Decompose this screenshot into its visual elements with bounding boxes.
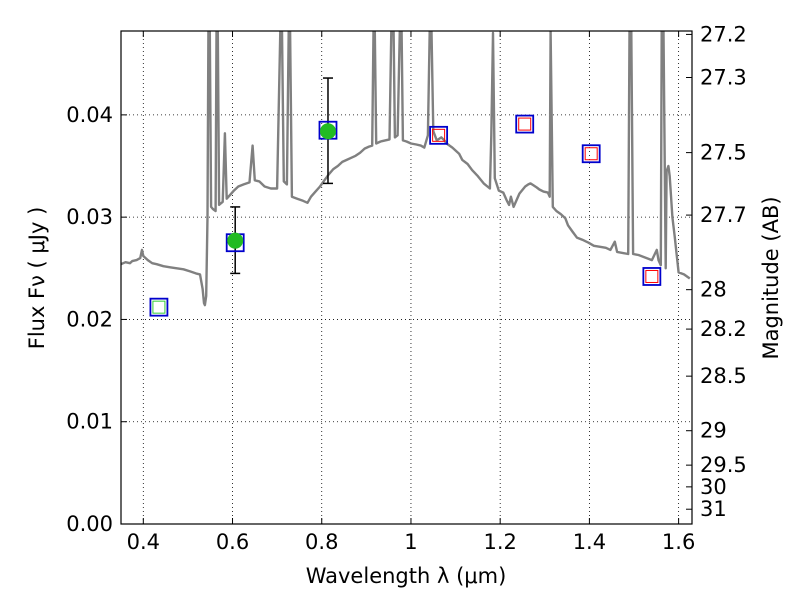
magnitude-tick-label: 29: [700, 419, 727, 443]
model-sed-line: [121, 31, 691, 307]
y-tick-label: 0.03: [66, 205, 113, 229]
magnitude-tick-label: 27.5: [700, 141, 747, 165]
magnitude-tick-label: 27.2: [700, 22, 747, 46]
model-photometry-square: [642, 267, 662, 286]
x-tick-label: 1.6: [662, 530, 695, 554]
detection-point: [227, 232, 244, 249]
magnitude-tick-label: 29.5: [700, 453, 747, 477]
upper-limit-marker: [518, 117, 532, 131]
x-axis-title: Wavelength λ (μm): [306, 564, 507, 588]
upper-limit-marker: [432, 128, 446, 142]
x-tick-label: 0.6: [216, 530, 249, 554]
plot-frame: [120, 30, 693, 525]
magnitude-tick-label: 30: [700, 475, 727, 499]
upper-limit-marker-green: [152, 300, 166, 314]
y-axis-title: Flux Fν ( μJy ): [25, 207, 49, 350]
y-tick-label: 0.04: [66, 103, 113, 127]
magnitude-tick-label: 27.7: [700, 203, 747, 227]
magnitude-tick-label: 27.3: [700, 65, 747, 89]
axis-ticks: 0.4 0.6 0.8 1 1.2 1.4 1.6 0.00 0.01 0.02 0.03 0.04 2…: [66, 22, 747, 554]
series-layer: [121, 31, 691, 317]
model-photometry-square: [429, 125, 449, 145]
x-tick-label: 0.8: [305, 530, 338, 554]
model-photometry-square: [581, 144, 601, 164]
x-tick-label: 1: [404, 530, 417, 554]
magnitude-tick-label: 28: [700, 278, 727, 302]
model-photometry-square: [515, 114, 535, 134]
y-tick-label: 0.00: [66, 512, 113, 536]
x-tick-label: 0.4: [127, 530, 160, 554]
upper-limit-marker: [584, 147, 598, 161]
x-tick-label: 1.4: [573, 530, 606, 554]
magnitude-tick-label: 28.5: [700, 364, 747, 388]
detection-point: [319, 123, 336, 140]
magnitude-tick-label: 31: [700, 497, 727, 521]
magnitude-tick-label: 28.2: [700, 317, 747, 341]
plot-area: [121, 31, 691, 317]
magnitude-axis-title: Magnitude (AB): [759, 196, 783, 359]
y-tick-label: 0.01: [66, 410, 113, 434]
x-tick-label: 1.2: [483, 530, 516, 554]
model-photometry-square: [149, 297, 169, 317]
y-tick-label: 0.02: [66, 307, 113, 331]
upper-limit-marker: [645, 269, 659, 283]
